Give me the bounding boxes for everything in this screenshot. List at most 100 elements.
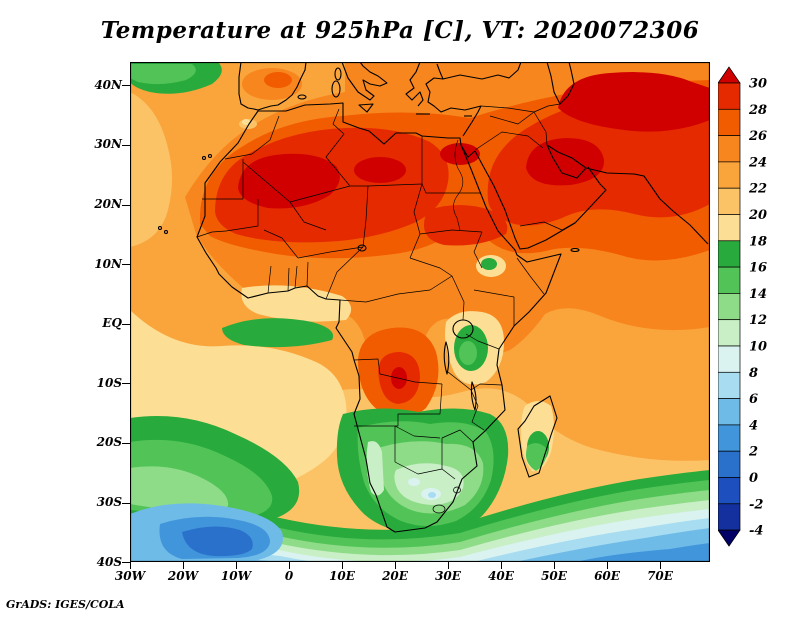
- lon-tick: [553, 562, 555, 569]
- lat-tick: [122, 144, 130, 146]
- colorbar-label: -4: [749, 524, 763, 539]
- colorbar-label: 22: [748, 182, 767, 197]
- cape-verde-islands: [157, 225, 163, 231]
- lon-label: 10E: [329, 569, 355, 583]
- levant-coastline: [462, 105, 482, 137]
- colorbar-band: [717, 398, 741, 426]
- black-sea-coastline: [436, 62, 522, 80]
- colorbar-band: [717, 161, 741, 189]
- persian-gulf-coastline: [546, 144, 587, 179]
- chart-title: Temperature at 925hPa [C], VT: 202007230…: [100, 17, 700, 44]
- colorbar-band: [717, 477, 741, 505]
- nile-river: [453, 139, 464, 231]
- lon-tick: [606, 562, 608, 569]
- arabia-coastline: [474, 150, 607, 250]
- colorbar-label: 0: [749, 471, 758, 486]
- colorbar-band: [717, 450, 741, 478]
- colorbar-label: 24: [748, 155, 767, 170]
- lat-tick: [122, 383, 130, 385]
- canary-islands: [201, 155, 207, 161]
- country-borders: [196, 103, 577, 514]
- lat-label: EQ: [102, 316, 122, 331]
- colorbar-label: 26: [748, 129, 767, 144]
- madagascar-coastline: [517, 395, 558, 478]
- lon-tick: [288, 562, 290, 569]
- temperature-field: [130, 62, 710, 562]
- lon-label: 30W: [114, 569, 146, 583]
- lon-label: 70E: [647, 569, 673, 583]
- asia-south-coastline: [585, 167, 709, 245]
- colorbar-label: 8: [749, 366, 758, 381]
- lon-label: 40E: [488, 569, 514, 583]
- colorbar-label: 4: [749, 418, 758, 433]
- colorbar-band: [717, 214, 741, 242]
- colorbar-band: [717, 82, 741, 110]
- lat-tick: [122, 323, 130, 325]
- colorbar-band: [717, 503, 741, 531]
- lon-tick: [500, 562, 502, 569]
- lat-tick: [122, 264, 130, 266]
- lon-tick: [129, 562, 131, 569]
- lat-label: 10S: [96, 375, 122, 390]
- plot-frame: [129, 61, 711, 563]
- lon-tick: [659, 562, 661, 569]
- colorbar-label: 20: [748, 208, 767, 223]
- lat-label: 10N: [94, 256, 122, 271]
- colorbar-bottom-triangle: [717, 529, 741, 547]
- sinai-coastline: [460, 144, 476, 158]
- lon-label: 60E: [594, 569, 620, 583]
- colorbar-label: 16: [749, 261, 767, 276]
- colorbar-top-triangle: [717, 66, 741, 84]
- colorbar-label: 28: [748, 103, 767, 118]
- map-plot-area: [129, 61, 711, 563]
- colorbar-label: 12: [749, 313, 767, 328]
- lat-label: 30S: [96, 495, 122, 509]
- colorbar-band: [717, 371, 741, 399]
- socotra-coastline: [570, 247, 580, 253]
- turkey-coastline: [425, 77, 482, 113]
- caspian-coastline: [546, 62, 575, 105]
- coastlines: [157, 62, 709, 533]
- lat-label: 30N: [94, 137, 122, 152]
- lat-tick: [122, 85, 130, 87]
- colorbar-band: [717, 266, 741, 294]
- lon-label: 10W: [220, 569, 252, 583]
- colorbar-label: 18: [749, 234, 767, 249]
- colorbar-label: 10: [749, 340, 767, 355]
- lat-label: 20N: [94, 197, 122, 211]
- colorbar-band: [717, 108, 741, 136]
- colorbar-band: [717, 424, 741, 452]
- lat-label: 40S: [96, 554, 122, 569]
- colorbar-band: [717, 187, 741, 215]
- temperature-map-svg: [129, 61, 711, 563]
- colorbar-band: [717, 293, 741, 321]
- lon-label: 20E: [382, 569, 408, 583]
- lon-tick: [182, 562, 184, 569]
- lon-label: 0: [284, 569, 294, 583]
- lat-label: 40N: [94, 77, 122, 92]
- colorbar-band: [717, 135, 741, 163]
- colorbar-label: 30: [749, 77, 767, 92]
- credit-text: GrADS: IGES/COLA: [6, 598, 125, 611]
- lon-tick: [235, 562, 237, 569]
- lon-tick: [341, 562, 343, 569]
- colorbar-label: 6: [749, 392, 758, 407]
- colorbar-label: -2: [749, 497, 763, 512]
- colorbar: 30 28 26 24 22 20 18 16 14 12 10 8 6 4 2 0 -2 -4: [717, 66, 798, 566]
- colorbar-band: [717, 240, 741, 268]
- lon-tick: [394, 562, 396, 569]
- balearic-coastline: [297, 94, 307, 100]
- lat-tick: [122, 204, 130, 206]
- lat-label: 20S: [96, 435, 122, 450]
- sicily-coastline: [358, 103, 374, 113]
- colorbar-label: 2: [748, 445, 758, 460]
- colorbar-label: 14: [749, 287, 767, 302]
- lon-label: 20W: [167, 569, 199, 583]
- lon-label: 30E: [435, 569, 461, 583]
- sardinia-coastline: [331, 80, 341, 98]
- colorbar-band: [717, 345, 741, 373]
- lat-tick: [122, 442, 130, 444]
- greece-coastline: [405, 62, 424, 107]
